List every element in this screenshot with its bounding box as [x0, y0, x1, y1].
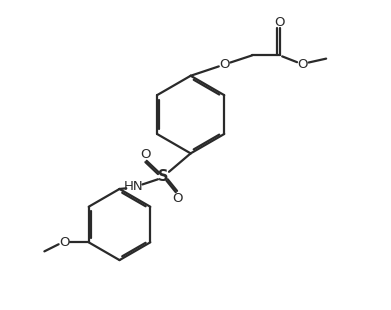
Text: O: O [140, 148, 151, 162]
Text: HN: HN [124, 180, 144, 193]
Text: O: O [219, 58, 230, 71]
Text: S: S [158, 169, 169, 184]
Text: O: O [172, 192, 183, 205]
Text: O: O [59, 236, 70, 249]
Text: O: O [274, 16, 285, 29]
Text: O: O [298, 58, 308, 71]
